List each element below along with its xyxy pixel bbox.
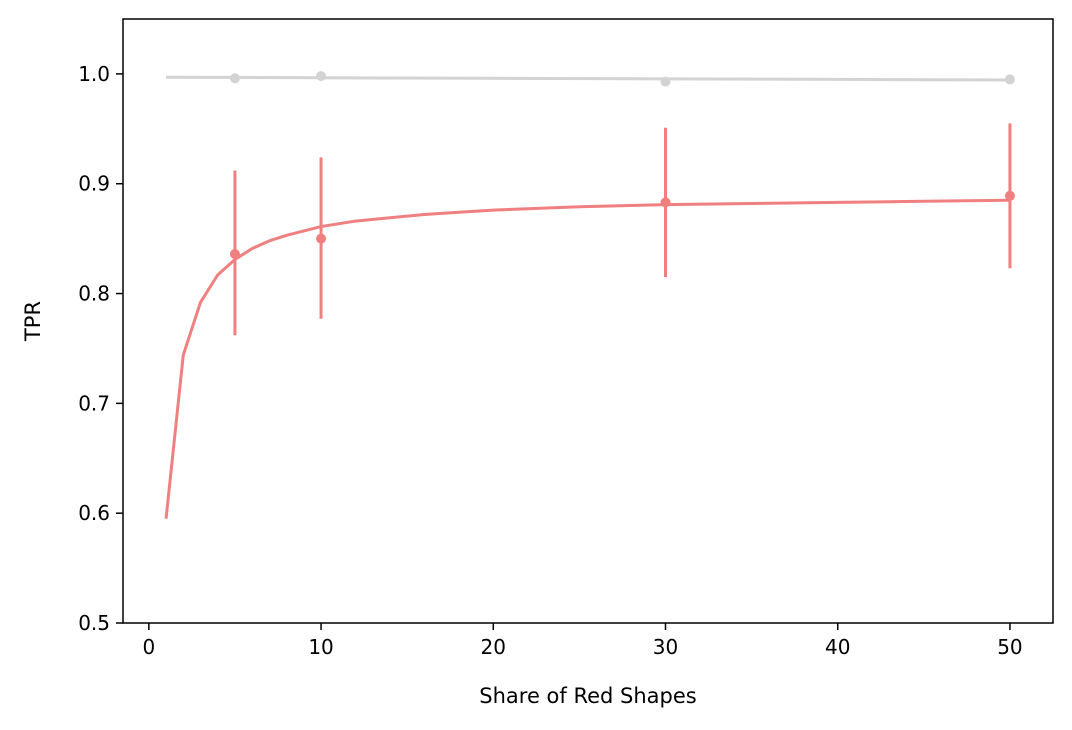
fit-curve	[164, 198, 1010, 519]
x-tick-label: 40	[825, 635, 850, 659]
y-tick-label: 0.7	[78, 391, 110, 415]
x-axis: 0 10 20 30 40 50	[142, 623, 1023, 659]
data-point	[229, 73, 240, 84]
y-axis: 0.5 0.6 0.7 0.8 0.9 1.0	[78, 62, 123, 635]
y-tick-label: 0.5	[78, 611, 110, 635]
data-point	[229, 249, 240, 260]
data-point	[660, 76, 671, 87]
y-tick-label: 0.8	[78, 282, 110, 306]
y-tick-label: 0.9	[78, 172, 110, 196]
x-tick-label: 10	[308, 635, 333, 659]
x-tick-label: 50	[997, 635, 1022, 659]
data-point	[1004, 74, 1015, 85]
x-tick-label: 0	[142, 635, 155, 659]
data-point	[660, 197, 671, 208]
data-point	[1004, 190, 1015, 201]
x-tick-label: 20	[481, 635, 506, 659]
y-tick-label: 0.6	[78, 501, 110, 525]
plot-frame	[122, 18, 1054, 624]
y-axis-label: TPR	[21, 301, 45, 342]
series-1	[164, 123, 1015, 519]
x-axis-label: Share of Red Shapes	[479, 684, 696, 708]
data-point	[316, 233, 327, 244]
series-0	[166, 71, 1015, 87]
plot-layer	[164, 71, 1015, 519]
x-tick-label: 30	[653, 635, 678, 659]
data-point	[316, 71, 327, 82]
y-tick-label: 1.0	[78, 62, 110, 86]
